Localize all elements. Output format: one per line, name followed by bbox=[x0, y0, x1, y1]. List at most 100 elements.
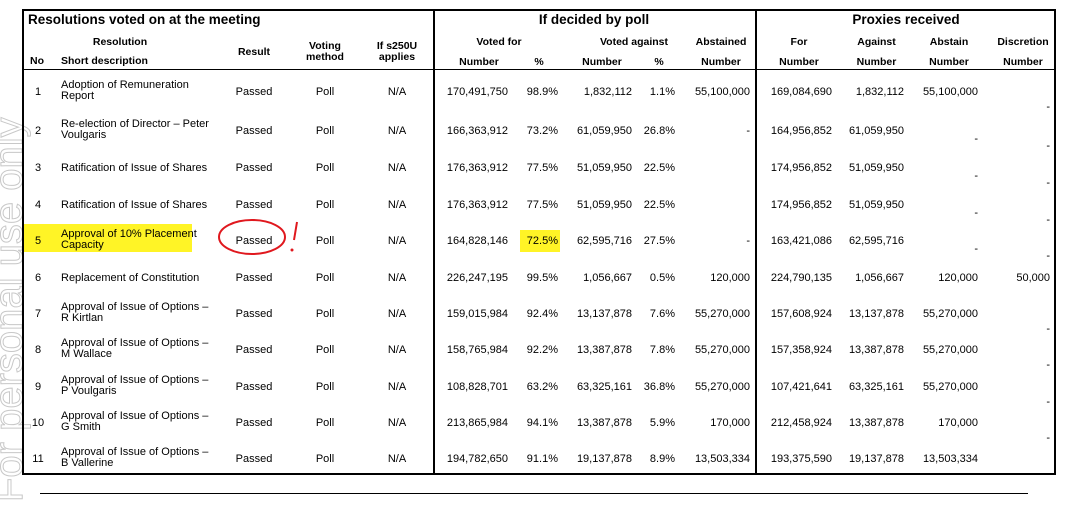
row-voted-against-number: 51,059,950 bbox=[576, 162, 632, 174]
row-voted-for-percent: 91.1% bbox=[526, 453, 558, 465]
row-voted-against-percent: 22.5% bbox=[643, 162, 675, 174]
row-voted-against-percent: 27.5% bbox=[643, 235, 675, 247]
header-voted-against-percent: % bbox=[654, 56, 664, 68]
row-s250u: N/A bbox=[387, 162, 407, 174]
row-voted-against-percent: 5.9% bbox=[649, 417, 675, 429]
row-proxy-discretion: - bbox=[1046, 177, 1050, 189]
row-proxy-abstain: - bbox=[974, 243, 978, 255]
header-proxy-against-number: Number bbox=[856, 56, 897, 68]
row-abstained-number: 120,000 bbox=[710, 272, 750, 284]
row-proxy-abstain: 120,000 bbox=[938, 272, 978, 284]
row-abstained-number: 170,000 bbox=[710, 417, 750, 429]
group-title-resolutions: Resolutions voted on at the meeting bbox=[28, 12, 261, 27]
row-description-line2: Capacity bbox=[61, 239, 104, 251]
row-number: 7 bbox=[34, 308, 42, 320]
row-proxy-for: 224,790,135 bbox=[770, 272, 832, 284]
row-voted-against-number: 13,137,878 bbox=[576, 308, 632, 320]
row-voted-against-percent: 22.5% bbox=[643, 199, 675, 211]
row-description-line1: Approval of Issue of Options – bbox=[61, 337, 209, 349]
row-proxy-for: 157,358,924 bbox=[770, 344, 832, 356]
header-voted-against: Voted against bbox=[599, 36, 669, 48]
row-number: 9 bbox=[34, 381, 42, 393]
row-voted-for-number: 164,828,146 bbox=[446, 235, 508, 247]
row-proxy-discretion: - bbox=[1046, 214, 1050, 226]
header-voted-for-percent: % bbox=[534, 56, 544, 68]
row-description-line1: Ratification of Issue of Shares bbox=[61, 162, 208, 174]
row-s250u: N/A bbox=[387, 235, 407, 247]
row-description-line1: Approval of Issue of Options – bbox=[61, 446, 209, 458]
row-s250u: N/A bbox=[387, 417, 407, 429]
row-voted-for-number: 226,247,195 bbox=[446, 272, 508, 284]
row-result: Passed bbox=[235, 381, 273, 393]
row-voted-for-number: 176,363,912 bbox=[446, 199, 508, 211]
row-proxy-against: 1,832,112 bbox=[855, 86, 904, 98]
row-description-line1: Replacement of Constitution bbox=[61, 272, 200, 284]
row-result: Passed bbox=[235, 272, 273, 284]
row-proxy-for: 169,084,690 bbox=[770, 86, 832, 98]
row-voted-against-number: 13,387,878 bbox=[576, 417, 632, 429]
row-voted-against-percent: 1.1% bbox=[649, 86, 675, 98]
row-s250u: N/A bbox=[387, 453, 407, 465]
row-result: Passed bbox=[235, 344, 273, 356]
footer-rule bbox=[40, 493, 1028, 494]
row-voted-for-number: 176,363,912 bbox=[446, 162, 508, 174]
header-resolution: Resolution bbox=[92, 36, 148, 48]
row-description-line2: Report bbox=[61, 90, 95, 102]
row-voted-for-percent: 72.5% bbox=[526, 235, 558, 247]
row-voted-for-percent: 92.2% bbox=[526, 344, 558, 356]
header-divider bbox=[24, 69, 1054, 70]
divider-poll bbox=[433, 11, 435, 473]
row-description-line1: Adoption of Remuneration bbox=[61, 79, 189, 91]
row-voted-for-percent: 92.4% bbox=[526, 308, 558, 320]
row-number: 2 bbox=[34, 125, 42, 137]
header-result: Result bbox=[237, 46, 271, 58]
row-proxy-abstain: 55,270,000 bbox=[922, 381, 978, 393]
row-abstained-number: - bbox=[746, 235, 750, 247]
row-proxy-abstain: 170,000 bbox=[938, 417, 978, 429]
row-proxy-abstain: - bbox=[974, 170, 978, 182]
row-voted-for-number: 166,363,912 bbox=[446, 125, 508, 137]
row-voted-against-number: 63,325,161 bbox=[576, 381, 632, 393]
header-proxy-for-number: Number bbox=[779, 56, 819, 68]
row-voting-method: Poll bbox=[315, 125, 335, 137]
row-description-line2: G Smith bbox=[61, 421, 101, 433]
row-voted-against-number: 51,059,950 bbox=[576, 199, 632, 211]
header-voted-for: Voted for bbox=[476, 36, 522, 48]
row-s250u: N/A bbox=[387, 381, 407, 393]
row-voted-for-number: 158,765,984 bbox=[446, 344, 508, 356]
row-proxy-against: 19,137,878 bbox=[848, 453, 904, 465]
row-proxy-for: 107,421,641 bbox=[770, 381, 832, 393]
group-title-poll: If decided by poll bbox=[538, 12, 650, 27]
row-voting-method: Poll bbox=[315, 453, 335, 465]
highlight-row-5-description bbox=[24, 224, 192, 252]
row-voted-against-percent: 7.6% bbox=[649, 308, 675, 320]
row-result: Passed bbox=[235, 417, 273, 429]
header-proxy-for: For bbox=[790, 36, 808, 48]
row-proxy-discretion: - bbox=[1046, 323, 1050, 335]
row-proxy-abstain: 55,270,000 bbox=[922, 344, 978, 356]
row-voted-against-percent: 8.9% bbox=[649, 453, 675, 465]
row-proxy-for: 193,375,590 bbox=[770, 453, 832, 465]
row-voting-method: Poll bbox=[315, 308, 335, 320]
row-abstained-number: - bbox=[746, 125, 750, 137]
group-title-proxies: Proxies received bbox=[852, 12, 960, 27]
row-voting-method: Poll bbox=[315, 86, 335, 98]
row-proxy-against: 62,595,716 bbox=[848, 235, 904, 247]
row-voted-against-percent: 7.8% bbox=[649, 344, 675, 356]
row-proxy-discretion: - bbox=[1046, 468, 1050, 480]
row-result: Passed bbox=[235, 125, 273, 137]
row-voted-against-percent: 0.5% bbox=[649, 272, 675, 284]
row-description-line1: Ratification of Issue of Shares bbox=[61, 199, 208, 211]
row-s250u: N/A bbox=[387, 272, 407, 284]
row-description-line2: R Kirtlan bbox=[61, 312, 104, 324]
row-result: Passed bbox=[235, 308, 273, 320]
header-no: No bbox=[30, 55, 44, 67]
row-proxy-abstain: 13,503,334 bbox=[922, 453, 978, 465]
row-description-line1: Approval of Issue of Options – bbox=[61, 374, 209, 386]
header-voted-for-number: Number bbox=[459, 56, 499, 68]
row-proxy-discretion: - bbox=[1046, 250, 1050, 262]
row-voted-against-percent: 36.8% bbox=[643, 381, 675, 393]
row-voted-against-number: 13,387,878 bbox=[576, 344, 632, 356]
row-number: 3 bbox=[34, 162, 42, 174]
row-description-line1: Approval of Issue of Options – bbox=[61, 301, 209, 313]
